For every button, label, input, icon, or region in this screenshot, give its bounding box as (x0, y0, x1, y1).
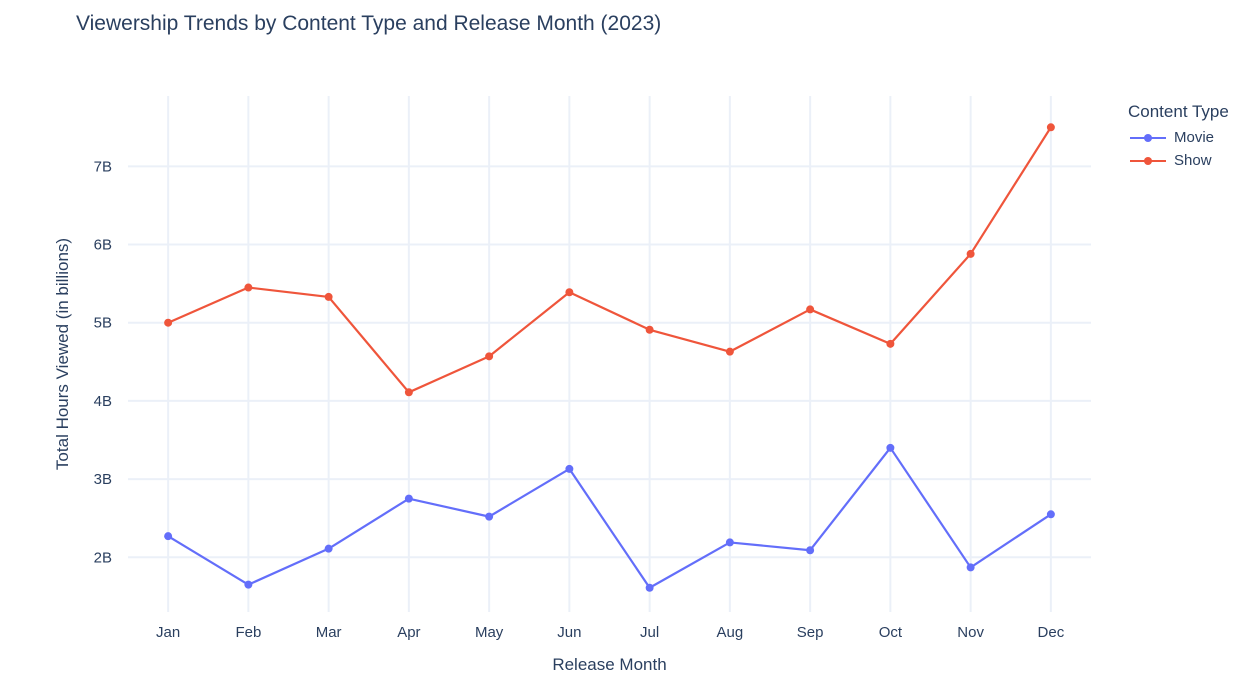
data-point-show (725, 347, 734, 356)
data-point-movie (485, 512, 494, 521)
x-tick-label: Apr (397, 624, 420, 641)
data-point-show (1046, 123, 1055, 132)
series-line-show (167, 126, 1052, 394)
legend[interactable]: Content Type Movie Show (1128, 102, 1229, 172)
x-tick-label: Jun (557, 624, 581, 641)
x-tick-label: Sep (797, 624, 824, 641)
chart-title: Viewership Trends by Content Type and Re… (76, 12, 662, 35)
data-point-movie (725, 538, 734, 547)
legend-swatch-show (1128, 155, 1168, 167)
legend-label-show: Show (1174, 152, 1212, 169)
x-tick-label: Jul (640, 624, 659, 641)
data-point-movie (164, 532, 173, 541)
x-tick-label: Feb (235, 624, 261, 641)
data-point-movie (886, 443, 895, 452)
data-point-show (244, 283, 253, 292)
series-layer (164, 123, 1055, 592)
y-tick-label: 2B (94, 549, 112, 566)
y-tick-label: 4B (94, 393, 112, 410)
x-tick-label: Jan (156, 624, 180, 641)
data-point-show (324, 292, 333, 301)
data-point-movie (966, 563, 975, 572)
data-point-show (645, 325, 654, 334)
y-tick-label: 6B (94, 237, 112, 254)
legend-title: Content Type (1128, 102, 1229, 121)
x-tick-label: Aug (717, 624, 744, 641)
series-line-movie (167, 446, 1052, 589)
legend-label-movie: Movie (1174, 129, 1215, 146)
x-axis-title: Release Month (552, 655, 666, 674)
data-point-movie (244, 580, 253, 589)
legend-item-movie[interactable]: Movie (1128, 126, 1229, 149)
data-point-show (565, 288, 574, 297)
legend-swatch-movie (1128, 132, 1168, 144)
grid-layer (128, 96, 1091, 612)
y-tick-label: 5B (94, 315, 112, 332)
data-point-show (806, 305, 815, 314)
data-point-show (404, 388, 413, 397)
data-point-movie (565, 464, 574, 473)
data-point-movie (404, 494, 413, 503)
data-point-show (966, 249, 975, 258)
x-tick-label: Mar (316, 624, 342, 641)
axis-layer: Jan Feb Mar Apr May Jun Jul Aug Sep Oct Nov Dec 2B 3B… (53, 158, 1065, 674)
data-point-show (164, 318, 173, 327)
data-point-movie (324, 544, 333, 553)
x-tick-label: Nov (957, 624, 984, 641)
data-point-movie (806, 546, 815, 555)
y-tick-label: 3B (94, 471, 112, 488)
x-tick-label: Dec (1038, 624, 1065, 641)
x-tick-label: Oct (879, 624, 903, 641)
y-axis-title: Total Hours Viewed (in billions) (53, 238, 72, 470)
x-tick-label: May (475, 624, 504, 641)
y-tick-label: 7B (94, 158, 112, 175)
data-point-show (886, 339, 895, 348)
data-point-show (485, 352, 494, 361)
data-point-movie (645, 583, 654, 592)
legend-item-show[interactable]: Show (1128, 149, 1229, 172)
data-point-movie (1046, 510, 1055, 519)
